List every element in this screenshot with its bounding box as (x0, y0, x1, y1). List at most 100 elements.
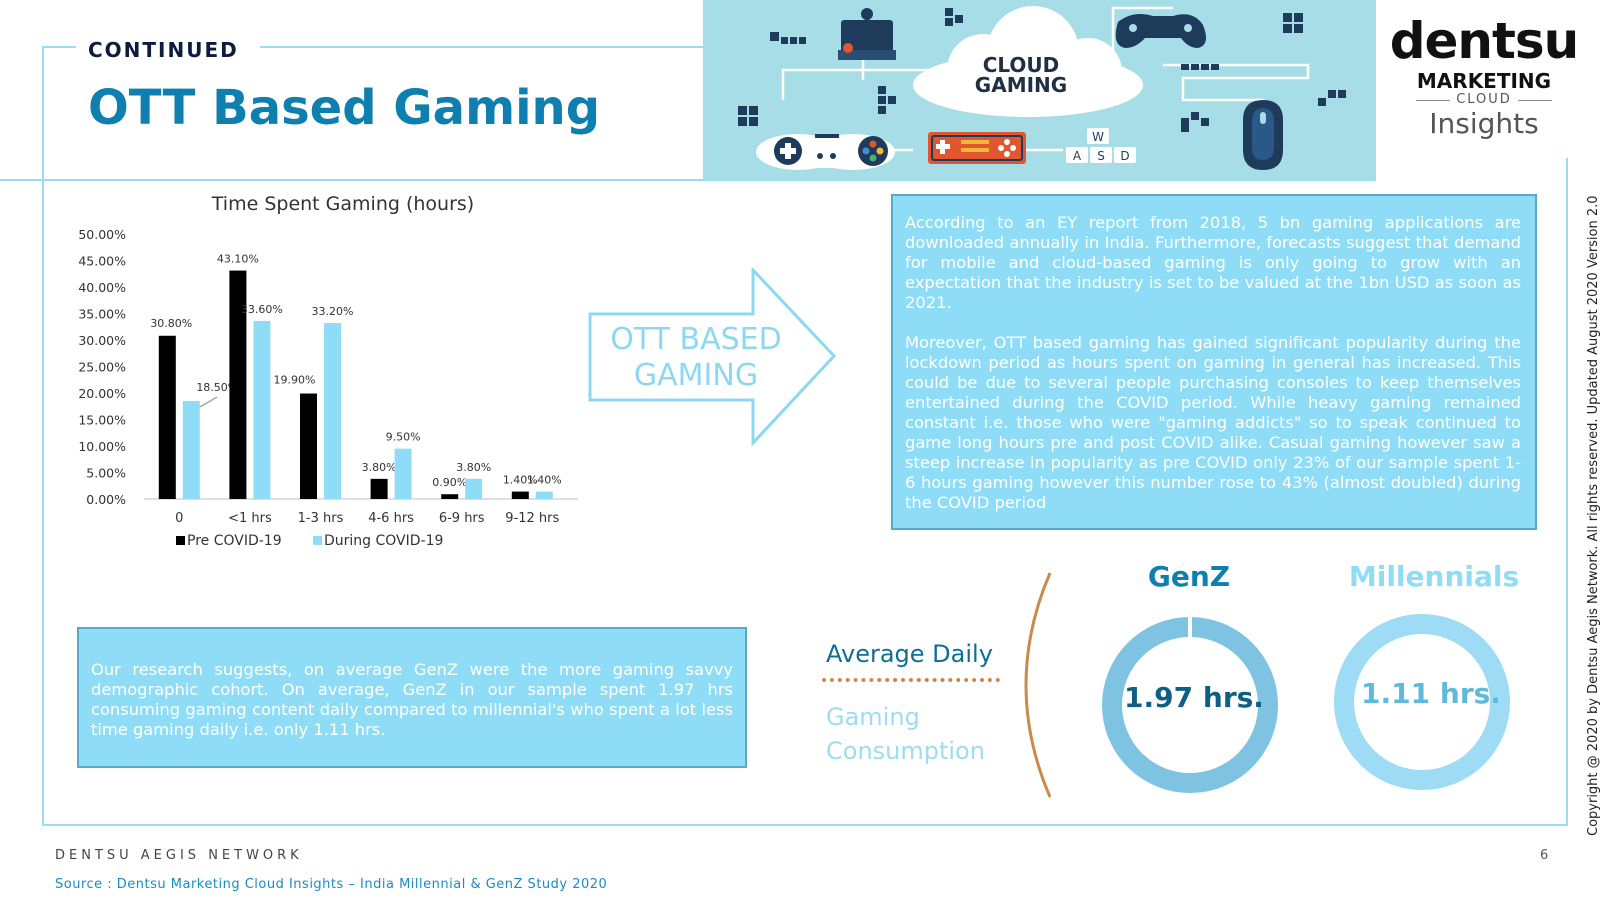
logo-cloud: CLOUD (1456, 92, 1512, 107)
data-label: 43.10% (217, 253, 259, 266)
bar-pre-1 (229, 270, 247, 499)
y-tick-label: 35.00% (78, 307, 126, 322)
ey-report-paragraph-1: According to an EY report from 2018, 5 b… (905, 213, 1521, 312)
data-label: 18.50% (196, 381, 238, 394)
frame-left (42, 46, 44, 826)
bar-pre-2 (300, 393, 317, 499)
average-daily-label: Average Daily (826, 640, 993, 668)
key-d: D (1120, 149, 1129, 163)
data-label: 19.90% (274, 374, 316, 387)
frame-right (1566, 158, 1568, 826)
data-label: 33.60% (241, 303, 283, 316)
y-tick-label: 0.00% (86, 492, 126, 507)
label-leader-line (199, 396, 218, 408)
bar-during-2 (324, 323, 341, 499)
legend-swatch-during (313, 536, 322, 545)
y-tick-label: 15.00% (78, 413, 126, 428)
arrow-label: OTT BASED GAMING (596, 322, 796, 394)
genz-donut (1102, 617, 1278, 793)
x-tick-label: 4-6 hrs (368, 511, 414, 526)
x-tick-label: 9-12 hrs (505, 511, 559, 526)
x-tick-label: 0 (175, 511, 183, 526)
legend: Pre COVID-19 During COVID-19 (176, 533, 443, 549)
y-axis: 0.00% 5.00% 10.00% 15.00% 20.00% 25.00% 30.00%… (78, 227, 126, 507)
gaming-consumption-label: Gaming Consumption (826, 700, 985, 768)
chart-title: Time Spent Gaming (hours) (211, 193, 474, 215)
cloud-gaming-banner: CLOUD GAMING (703, 0, 1376, 180)
x-axis: 0 <1 hrs 1-3 hrs 4-6 hrs 6-9 hrs 9-12 hrs (175, 511, 559, 526)
y-tick-label: 40.00% (78, 280, 126, 295)
data-label: 3.80% (362, 461, 397, 474)
data-label: 1.40% (527, 474, 562, 487)
millennials-value: 1.11 hrs. (1361, 677, 1501, 710)
arrow-label-line2: GAMING (633, 358, 759, 393)
arrow-label-line1: OTT BASED (610, 322, 782, 357)
legend-swatch-pre (176, 536, 185, 545)
y-tick-label: 45.00% (78, 254, 126, 269)
frame-bottom (42, 824, 1568, 826)
time-spent-gaming-chart: Time Spent Gaming (hours) 0.00% 5.00% 10.0… (60, 185, 600, 559)
logo-marketing: MARKETING (1416, 69, 1552, 93)
y-tick-label: 30.00% (78, 333, 126, 348)
y-tick-label: 5.00% (86, 466, 126, 481)
y-tick-label: 50.00% (78, 227, 126, 242)
chart-svg: Time Spent Gaming (hours) 0.00% 5.00% 10.0… (78, 193, 578, 549)
bar-during-3 (394, 448, 412, 499)
bar-during-4 (465, 478, 483, 499)
source-note: Source : Dentsu Marketing Cloud Insights… (55, 877, 608, 892)
frame-top-left (42, 46, 76, 48)
millennials-title: Millennials (1348, 560, 1520, 593)
key-w: W (1092, 130, 1104, 144)
bar-pre-4 (441, 494, 459, 499)
data-label: 30.80% (150, 317, 192, 330)
page-title: OTT Based Gaming (88, 80, 601, 136)
consumption-label: Consumption (826, 737, 985, 765)
genz-title: GenZ (1147, 560, 1231, 593)
frame-header-divider (0, 179, 1376, 181)
x-tick-label: <1 hrs (228, 511, 272, 526)
data-label: 1.40% (503, 474, 538, 487)
data-label: 33.20% (312, 305, 354, 318)
ey-report-paragraph-2: Moreover, OTT based gaming has gained si… (905, 333, 1521, 512)
logo-rule-right (1517, 99, 1552, 101)
logo-rule-left (1416, 99, 1451, 101)
frame-top-right (260, 46, 703, 48)
bars: 30.80% 18.50% 43.10% 33.60% 19.90% 33.20% 3.80… (150, 253, 562, 499)
genz-value: 1.97 hrs. (1124, 681, 1264, 714)
bar-pre-5 (511, 491, 529, 499)
millennials-donut (1334, 614, 1510, 790)
data-label: 3.80% (456, 461, 491, 474)
bar-pre-3 (370, 478, 388, 499)
y-tick-label: 20.00% (78, 386, 126, 401)
dentsu-logo: dentsu MARKETING CLOUD Insights (1384, 14, 1584, 140)
x-tick-label: 1-3 hrs (298, 511, 344, 526)
y-tick-label: 25.00% (78, 360, 126, 375)
cloud-gaming-line1: CLOUD (983, 53, 1060, 77)
research-summary-text: Our research suggests, on average GenZ w… (91, 660, 733, 739)
legend-label-during: During COVID-19 (324, 533, 443, 549)
y-tick-label: 10.00% (78, 439, 126, 454)
bar-pre-0 (158, 335, 176, 499)
key-s: S (1097, 149, 1105, 163)
legend-label-pre: Pre COVID-19 (187, 533, 282, 549)
bar-during-1 (253, 320, 271, 499)
key-a: A (1073, 149, 1082, 163)
arrow-shape (588, 268, 837, 447)
logo-brand: dentsu (1389, 12, 1580, 70)
bar-during-5 (535, 491, 553, 499)
logo-insights: Insights (1429, 107, 1539, 140)
logo-cloud-line: CLOUD (1384, 92, 1584, 108)
x-tick-label: 6-9 hrs (439, 511, 485, 526)
data-label: 0.90% (432, 476, 467, 489)
page-number: 6 (1540, 848, 1549, 863)
continued-label: CONTINUED (88, 38, 239, 62)
gaming-label: Gaming (826, 703, 920, 731)
cloud-gaming-line2: GAMING (975, 73, 1067, 97)
copyright-notice: Copyright @ 2020 by Dentsu Aegis Network… (1586, 195, 1600, 836)
data-label: 9.50% (386, 431, 421, 444)
ey-report-box: According to an EY report from 2018, 5 b… (891, 194, 1537, 530)
dotted-divider (822, 678, 1000, 682)
research-summary-box: Our research suggests, on average GenZ w… (77, 627, 747, 768)
bar-during-0 (182, 400, 200, 499)
bracket-shape (1024, 572, 1052, 798)
